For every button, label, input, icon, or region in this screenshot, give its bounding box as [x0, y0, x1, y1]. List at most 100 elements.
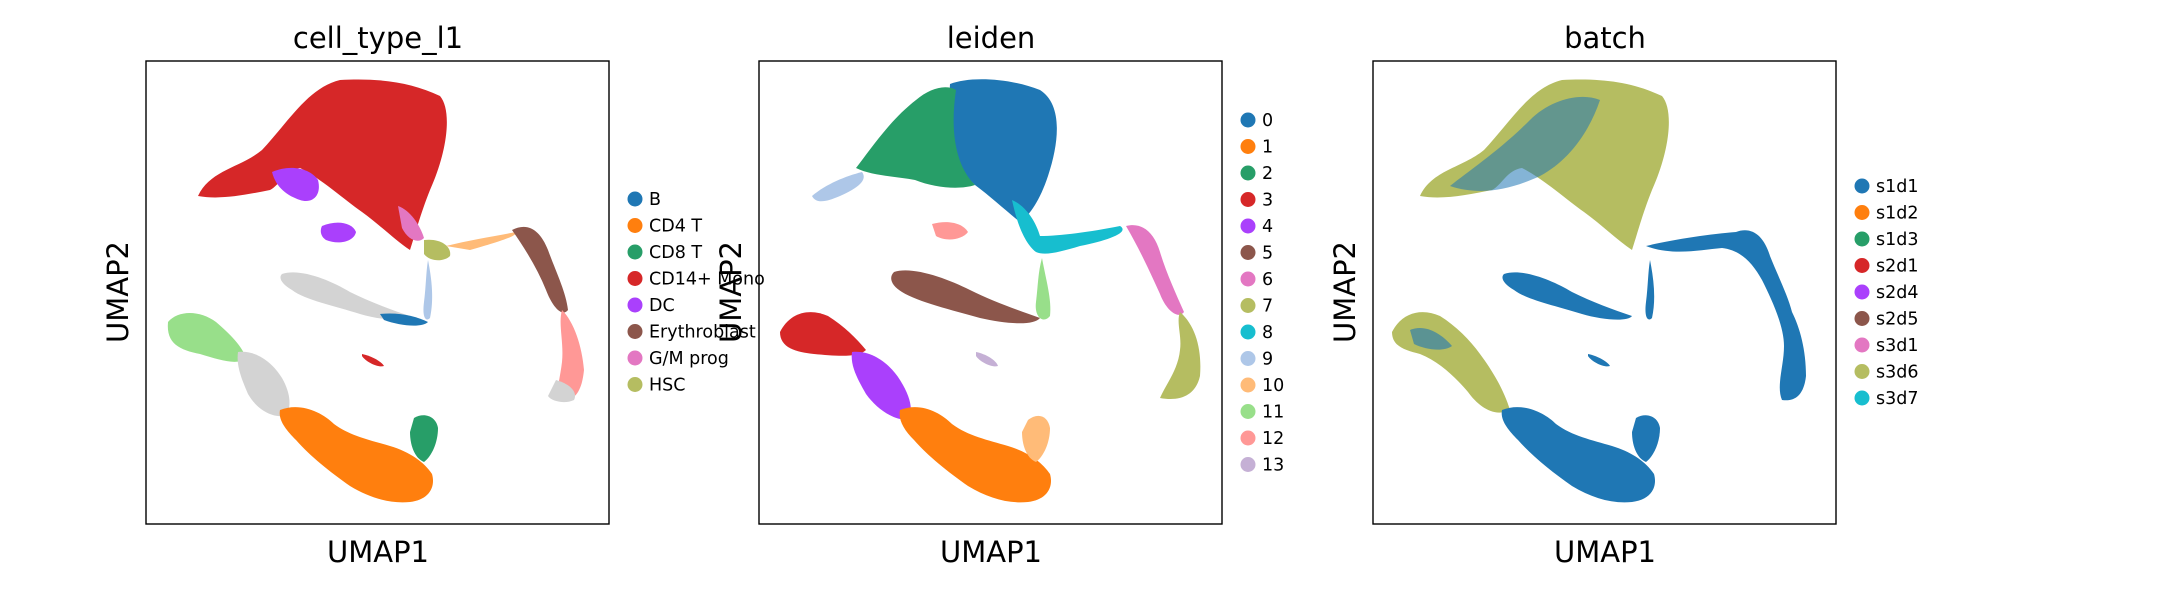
- cluster-b-bridge: [423, 260, 433, 320]
- legend-item: CD4 T: [627, 217, 702, 237]
- legend-label: s3d7: [1876, 389, 1919, 409]
- legend-marker: [627, 324, 643, 339]
- legend-item: s1d2: [1854, 204, 1919, 224]
- legend-marker: [1854, 284, 1870, 300]
- legend-item: s1d1: [1854, 177, 1919, 197]
- cluster-1: [899, 407, 1052, 503]
- legend-item: DC: [627, 296, 675, 316]
- axes-frame: [145, 60, 610, 525]
- legend-marker: [627, 218, 643, 233]
- cluster-9: [812, 172, 864, 202]
- cluster-unassigned-lower: [237, 351, 290, 417]
- legend-marker: [1240, 165, 1256, 181]
- legend-item: 10: [1240, 376, 1284, 396]
- cluster-gm-prog: [398, 206, 424, 241]
- legend-label: 0: [1262, 111, 1273, 131]
- legend-label: 3: [1262, 191, 1273, 211]
- legend-marker: [1240, 351, 1256, 366]
- legend-item: s1d3: [1854, 230, 1919, 250]
- legend-marker: [1240, 245, 1256, 260]
- legend-item: s2d4: [1854, 283, 1919, 303]
- legend-label: s1d3: [1876, 230, 1919, 250]
- cluster-unassigned-mid: [280, 272, 410, 320]
- cluster-erythro-tail: [557, 310, 584, 402]
- legend-label: DC: [649, 296, 675, 316]
- cluster-cd14-mono: [198, 79, 447, 251]
- cluster-hsc: [424, 239, 451, 261]
- x-axis-label: UMAP1: [1554, 535, 1656, 569]
- cluster-small-dot: [362, 354, 384, 367]
- legend-label: s1d2: [1876, 204, 1919, 224]
- scatter-clusters: [760, 62, 1220, 522]
- legend-marker: [1240, 271, 1256, 287]
- legend-marker: [627, 377, 643, 392]
- cluster-10: [1022, 415, 1050, 462]
- cluster-8: [1012, 200, 1123, 254]
- legend-label: 11: [1262, 403, 1284, 423]
- cluster-4: [851, 351, 911, 420]
- legend-item: 3: [1240, 191, 1273, 211]
- legend-label: s2d4: [1876, 283, 1919, 303]
- panel-title: cell_type_l1: [293, 21, 463, 55]
- legend-label: CD8 T: [649, 243, 702, 263]
- legend-marker: [627, 244, 643, 260]
- y-axis-label: UMAP2: [1328, 241, 1362, 343]
- legend-marker: [1240, 192, 1256, 207]
- legend-label: s3d1: [1876, 336, 1919, 356]
- cluster-bridge: [1646, 230, 1806, 401]
- cluster-6: [1126, 225, 1184, 315]
- legend-marker: [627, 350, 643, 366]
- legend-marker: [1240, 298, 1256, 313]
- cluster-unassigned-tail: [548, 380, 576, 403]
- legend-label: 12: [1262, 429, 1284, 449]
- cluster-cd8-t: [410, 415, 438, 462]
- legend-item: 1: [1240, 138, 1273, 158]
- scatter-clusters: [148, 62, 608, 522]
- cluster-2: [856, 87, 975, 188]
- cluster-13: [976, 352, 998, 367]
- legend-label: HSC: [649, 376, 686, 396]
- legend-marker: [627, 191, 643, 207]
- cluster-hsc-bridge: [446, 232, 517, 250]
- legend-item: 5: [1240, 244, 1273, 264]
- legend: s1d1 s1d2 s1d3 s2d1 s2d4 s2d5 s3d1 s3d6 s3d7: [1854, 177, 1919, 409]
- legend-marker: [1854, 390, 1870, 406]
- legend-item: 4: [1240, 217, 1273, 237]
- legend-item: 6: [1240, 270, 1273, 290]
- cluster-cd4-t: [279, 407, 434, 503]
- legend-item: 0: [1240, 111, 1273, 131]
- legend-label: Erythroblast: [649, 323, 756, 343]
- legend-item: 9: [1240, 350, 1273, 370]
- cluster-7: [1160, 312, 1201, 400]
- legend-marker: [1240, 377, 1256, 393]
- legend-label: 6: [1262, 270, 1273, 290]
- legend-item: 7: [1240, 297, 1273, 317]
- cluster-lower-blue: [1501, 407, 1656, 503]
- cluster-erythroblast: [512, 226, 568, 313]
- y-axis-label: UMAP2: [101, 241, 135, 343]
- scatter-texture: [760, 62, 1220, 522]
- legend-label: B: [649, 190, 661, 210]
- legend-label: 10: [1262, 376, 1284, 396]
- panel-title: leiden: [947, 21, 1036, 55]
- legend-marker: [1854, 337, 1870, 353]
- legend-marker: [1854, 178, 1870, 194]
- legend-label: CD14+ Mono: [649, 270, 765, 290]
- legend-item: B: [627, 190, 661, 210]
- legend-marker: [1240, 457, 1256, 472]
- scatter-texture: [148, 62, 608, 522]
- legend-marker: [627, 297, 643, 313]
- legend-item: 8: [1240, 323, 1273, 343]
- legend-marker: [1240, 430, 1256, 446]
- legend-item: s3d6: [1854, 363, 1919, 383]
- legend-label: s2d1: [1876, 257, 1919, 277]
- legend-item: CD14+ Mono: [627, 270, 765, 290]
- legend-marker: [1240, 139, 1256, 154]
- cluster-12: [932, 222, 968, 240]
- legend-item: s3d1: [1854, 336, 1919, 356]
- x-axis-label: UMAP1: [327, 535, 429, 569]
- x-axis-label: UMAP1: [940, 535, 1042, 569]
- cluster-mixed-mid-blue: [1502, 272, 1632, 320]
- legend-label: 5: [1262, 244, 1273, 264]
- legend-item: CD8 T: [627, 243, 702, 263]
